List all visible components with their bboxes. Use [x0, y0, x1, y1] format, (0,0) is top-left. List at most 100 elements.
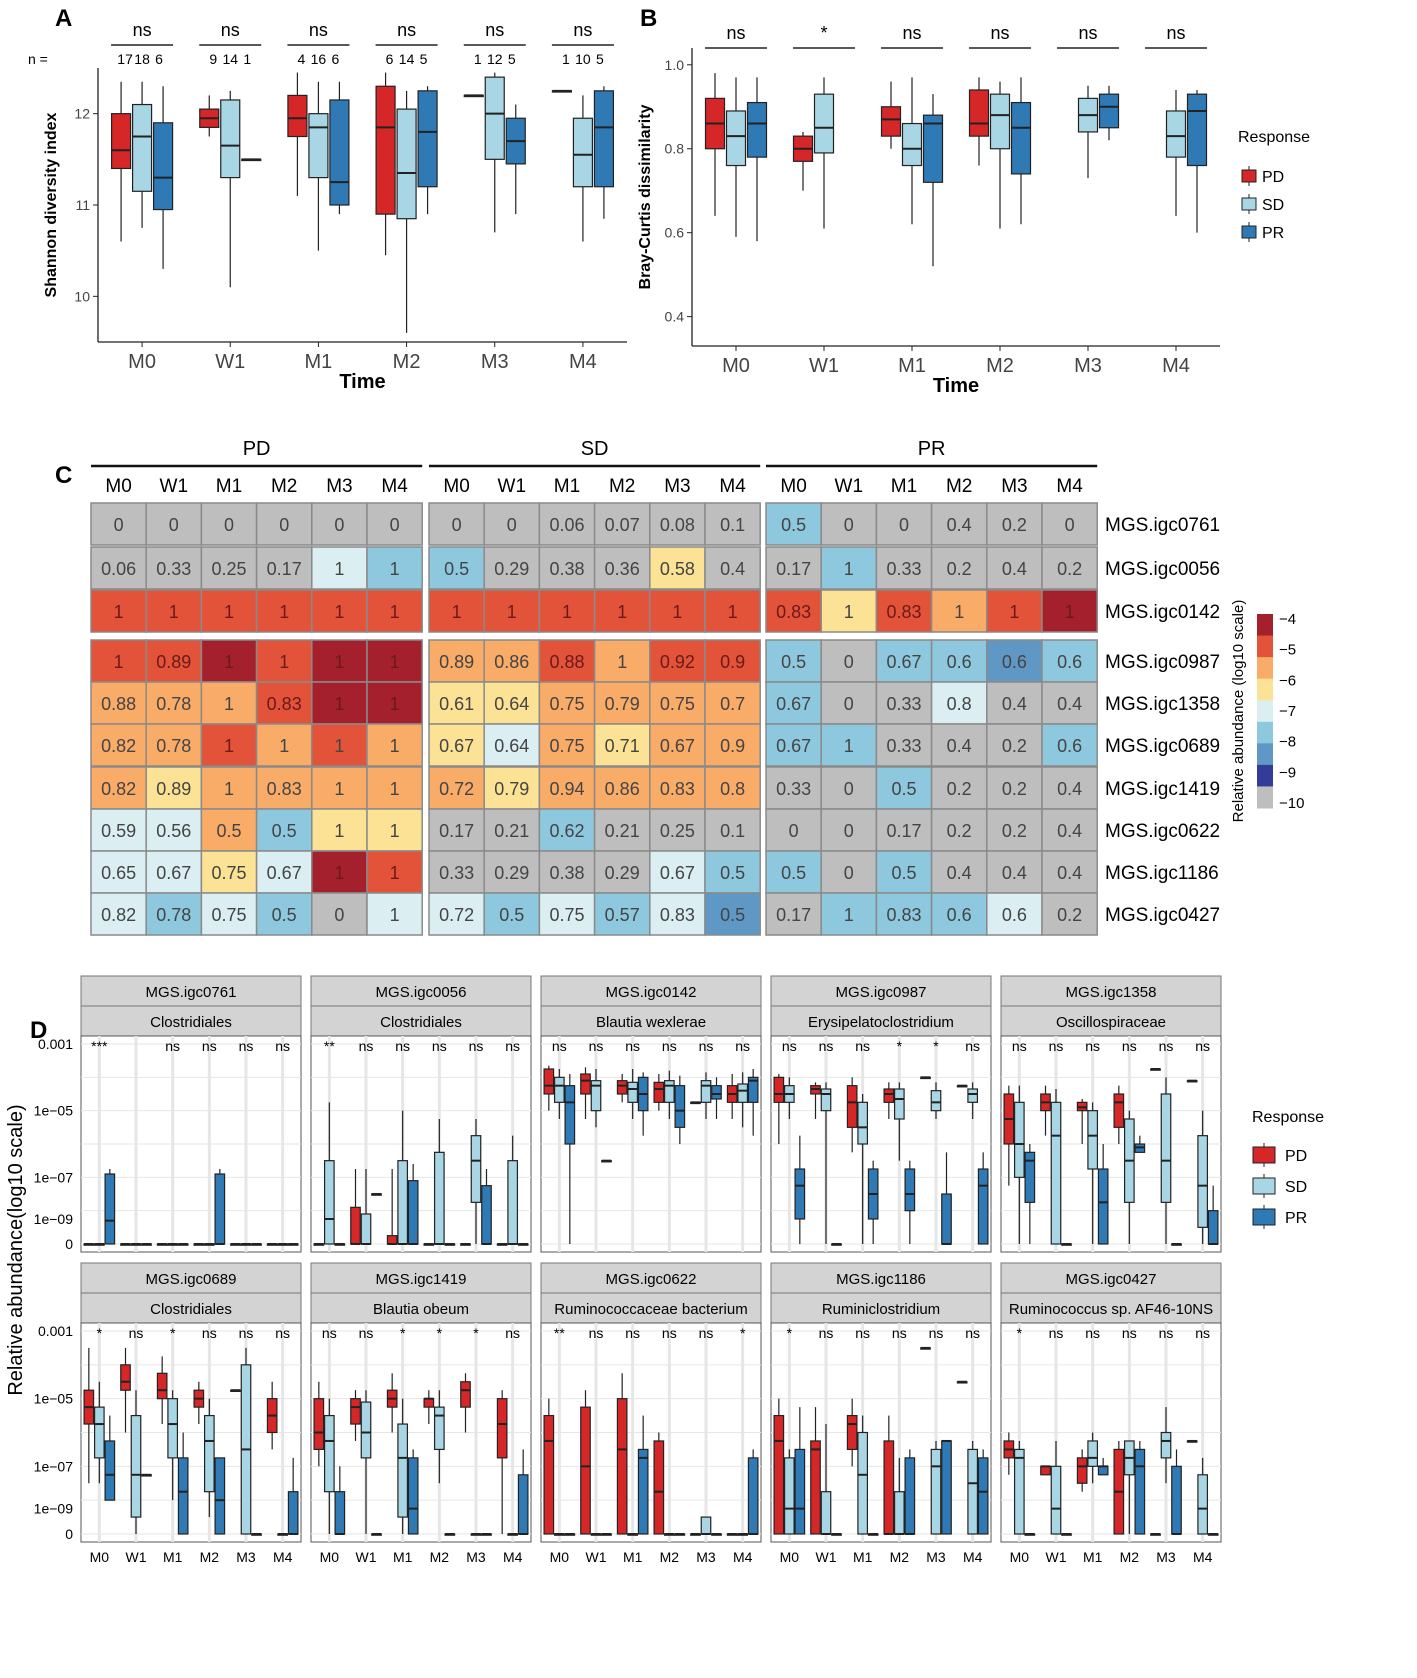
facet-strip: [770, 1005, 992, 1037]
facet-box-pd-box: [543, 1068, 555, 1095]
heatmap-cell-label: 0.2: [1057, 559, 1082, 579]
facet-significance: ns: [1122, 1038, 1137, 1054]
heatmap-cell-label: 1: [390, 559, 400, 579]
y-tick-label: 0.6: [665, 225, 685, 241]
facet-significance: ns: [322, 1325, 337, 1341]
heatmap-cell-label: 1: [334, 863, 344, 883]
heatmap-cell-label: 1: [224, 779, 234, 799]
heatmap-cell-label: 0.38: [549, 863, 584, 883]
facet-box-pd-box: [810, 1440, 821, 1535]
facet-box-pr-box: [1171, 1465, 1182, 1535]
heatmap-cell: [704, 589, 761, 633]
heatmap-cell-label: 0.83: [267, 694, 302, 714]
heatmap-cell: [649, 766, 706, 810]
row-label-mgs-igc0056: MGS.igc0056: [1105, 559, 1220, 580]
panel-label-B: B: [640, 5, 657, 32]
facet-strip: [80, 1292, 302, 1324]
y-axis-title: Relative abundance(log10 scale): [5, 1104, 27, 1395]
heatmap-cell: [538, 850, 596, 894]
facet-box-sd-box: [1087, 1110, 1099, 1170]
facet-significance: ns: [965, 1325, 980, 1341]
timepoint-label: W1: [835, 476, 864, 497]
group-label-sd: SD: [581, 438, 609, 460]
heatmap-cell-label: 0.59: [101, 821, 136, 841]
heatmap-cell: [765, 639, 822, 683]
heatmap-cell: [428, 546, 485, 590]
facet-mgs-label: MGS.igc0056: [376, 984, 467, 1001]
heatmap-cell: [765, 502, 822, 546]
facet-strip: [1000, 1292, 1222, 1324]
facet-x-tick-label: M4: [963, 1549, 983, 1565]
facet-x-tick-label: M3: [236, 1549, 256, 1565]
facet-strip: [770, 1262, 992, 1294]
significance-label: *: [820, 23, 827, 43]
x-tick-label: M3: [481, 351, 509, 373]
heatmap-cell-label: 0.17: [439, 821, 474, 841]
heatmap-cell-label: 1: [114, 652, 124, 672]
heatmap-cell: [875, 850, 933, 894]
facet-significance: *: [1017, 1325, 1023, 1341]
heatmap-cell-label: 0.61: [439, 694, 474, 714]
facet-significance: *: [897, 1038, 903, 1054]
heatmap-cell: [90, 723, 147, 767]
facet-x-tick-label: M4: [1193, 1549, 1213, 1565]
facet-box-pr-box: [214, 1173, 226, 1245]
facet-box-pr-box: [904, 1457, 916, 1535]
significance-label: ns: [573, 20, 592, 40]
n-count: 6: [155, 51, 163, 67]
heatmap-cell: [483, 766, 541, 810]
box-pr-box: [329, 99, 350, 206]
heatmap-cell-label: 0.64: [494, 694, 529, 714]
heatmap-cell-label: 0.4: [1057, 863, 1082, 883]
facet-box-sd-box: [700, 1080, 712, 1103]
heatmap-cell-label: 0: [844, 694, 854, 714]
n-count: 5: [508, 51, 516, 67]
timepoint-label: M4: [719, 476, 746, 497]
box-pd-box: [968, 89, 990, 137]
heatmap-cell-label: 0: [507, 515, 517, 535]
heatmap-cell-label: 0.21: [605, 821, 640, 841]
heatmap-cell-label: 0.33: [886, 736, 921, 756]
heatmap-cell-label: 1: [334, 652, 344, 672]
heatmap-cell-label: 0: [844, 515, 854, 535]
heatmap-cell-label: 0.2: [1002, 736, 1027, 756]
y-tick-label: 0.8: [665, 141, 685, 157]
heatmap-cell-label: 0.5: [720, 863, 745, 883]
heatmap-cell: [986, 546, 1043, 590]
heatmap-cell-label: 0.6: [947, 905, 972, 925]
facet-significance: *: [473, 1325, 479, 1341]
y-tick-label: 10: [74, 288, 90, 304]
heatmap-cell-label: 1: [844, 602, 854, 622]
facet-x-tick-label: M1: [163, 1549, 183, 1565]
heatmap-cell-label: 0.07: [605, 515, 640, 535]
n-count: 6: [386, 51, 394, 67]
facet-strip: [80, 975, 302, 1007]
facet-significance: ns: [1049, 1325, 1064, 1341]
facet-significance: ns: [505, 1325, 520, 1341]
y-tick-label: 11: [75, 197, 90, 213]
n-count: 4: [298, 51, 306, 67]
facet-significance: ns: [1012, 1038, 1027, 1054]
heatmap-cell: [538, 589, 596, 633]
facet-mgs-label: MGS.igc1419: [376, 1271, 467, 1288]
heatmap-cell-label: 0.4: [947, 863, 972, 883]
significance-label: ns: [485, 20, 504, 40]
heatmap-cell-label: 1: [390, 694, 400, 714]
facet-strip: [1000, 975, 1222, 1007]
heatmap-cell-label: 0.72: [439, 779, 474, 799]
heatmap-cell: [200, 589, 258, 633]
legend-key-pr: [1241, 225, 1257, 239]
facet-box-sd-box: [1087, 1440, 1099, 1467]
heatmap-cell-label: 0.67: [776, 694, 811, 714]
facet-box-sd-box: [553, 1076, 565, 1103]
facet-box-pd-box: [846, 1414, 858, 1451]
heatmap-cell-label: 1: [334, 736, 344, 756]
heatmap-cell-label: 1: [334, 602, 344, 622]
facet-significance: ns: [239, 1038, 254, 1054]
heatmap-cell-label: 0.64: [494, 736, 529, 756]
heatmap-cell: [593, 589, 651, 633]
facet-y-tick-label: 0.001: [38, 1036, 73, 1052]
heatmap-cell: [145, 502, 203, 546]
heatmap-cell-label: 0.33: [439, 863, 474, 883]
heatmap-cell-label: 0.5: [891, 779, 916, 799]
